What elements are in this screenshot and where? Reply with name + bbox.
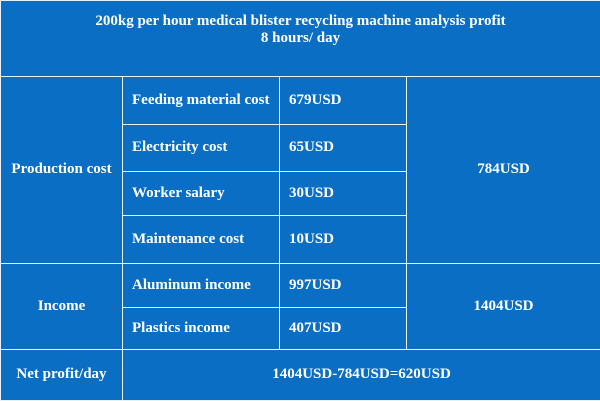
income-item-value: 407USD <box>280 308 407 350</box>
income-item-name: Plastics income <box>123 308 280 350</box>
production-cost-total: 784USD <box>407 77 600 264</box>
title-line-2: 8 hours/ day <box>1 30 600 47</box>
production-cost-label: Production cost <box>1 77 123 264</box>
income-item-value: 997USD <box>280 264 407 308</box>
cost-item-name: Maintenance cost <box>123 216 280 264</box>
cost-item-name: Electricity cost <box>123 125 280 172</box>
net-profit-label: Net profit/day <box>1 350 123 401</box>
table-row: Income Aluminum income 997USD 1404USD <box>1 264 600 308</box>
title-line-1: 200kg per hour medical blister recycling… <box>1 13 600 30</box>
net-profit-value: 1404USD-784USD=620USD <box>123 350 600 401</box>
net-profit-row: Net profit/day 1404USD-784USD=620USD <box>1 350 600 401</box>
cost-item-value: 30USD <box>280 172 407 216</box>
table-row: Production cost Feeding material cost 67… <box>1 77 600 125</box>
cost-item-value: 679USD <box>280 77 407 125</box>
cost-item-name: Worker salary <box>123 172 280 216</box>
income-total: 1404USD <box>407 264 600 350</box>
cost-item-value: 10USD <box>280 216 407 264</box>
income-label: Income <box>1 264 123 350</box>
table-title: 200kg per hour medical blister recycling… <box>1 1 600 77</box>
cost-item-value: 65USD <box>280 125 407 172</box>
title-row: 200kg per hour medical blister recycling… <box>1 1 600 77</box>
cost-item-name: Feeding material cost <box>123 77 280 125</box>
income-item-name: Aluminum income <box>123 264 280 308</box>
